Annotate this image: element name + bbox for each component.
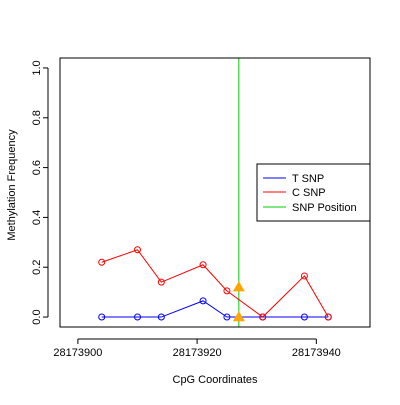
y-tick-label: 1.0 (31, 60, 43, 75)
t-snp-point (300, 313, 308, 321)
y-tick-label: 0.2 (31, 260, 43, 275)
legend: T SNP C SNP SNP Position (256, 163, 371, 222)
snp-triangle-marker (232, 281, 245, 292)
t-snp-point (98, 313, 106, 321)
c-snp-point (324, 313, 332, 321)
y-tick-label: 0.6 (31, 160, 43, 175)
y-tick-label: 0.8 (31, 110, 43, 125)
y-axis-label: Methylation Frequency (6, 129, 18, 241)
y-tick-label: 0.4 (31, 210, 43, 225)
plot-layer (98, 58, 332, 327)
t-snp-line (101, 300, 329, 318)
t-snp-point (223, 313, 231, 321)
legend-t-snp-label: T SNP (292, 173, 324, 185)
axis-layer: 28173900 28173920 28173940 0.0 0.2 0.4 0.6 0.8 1… (31, 57, 371, 359)
c-snp-point (199, 261, 207, 269)
t-snp-point (157, 313, 165, 321)
x-tick-label: 28173920 (173, 347, 222, 359)
c-snp-point (259, 313, 267, 321)
t-snp-point (199, 297, 207, 305)
y-tick-label: 0.0 (31, 309, 43, 324)
c-snp-point (134, 246, 141, 254)
c-snp-point (300, 272, 308, 280)
x-axis-label: CpG Coordinates (173, 374, 258, 386)
c-snp-point (157, 278, 165, 286)
x-tick-label: 28173900 (53, 347, 102, 359)
c-snp-point (98, 258, 106, 266)
legend-snp-position-label: SNP Position (292, 202, 357, 214)
x-tick-label: 28173940 (292, 347, 341, 359)
legend-c-snp-label: C SNP (292, 187, 326, 199)
t-snp-point (134, 313, 141, 321)
c-snp-line (101, 249, 329, 318)
c-snp-point (223, 287, 231, 295)
snp-triangle-marker (232, 311, 245, 322)
